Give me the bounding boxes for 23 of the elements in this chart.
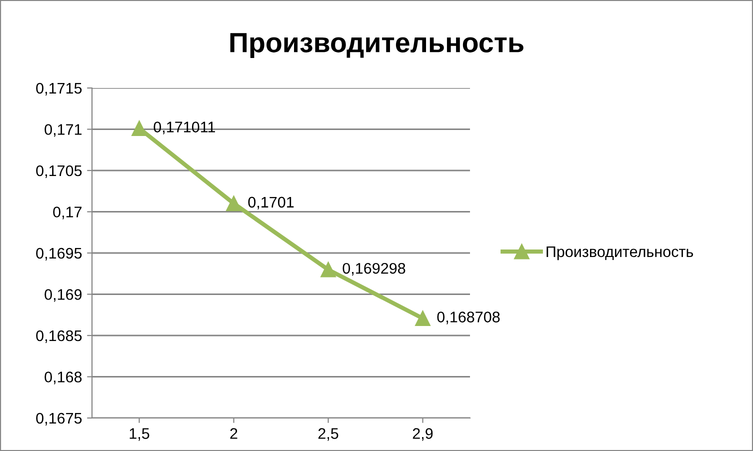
x-tick-label: 1,5 <box>130 428 150 441</box>
data-label: 0,171011 <box>154 122 215 134</box>
point <box>226 196 242 212</box>
data-label: 0,169298 <box>342 262 406 276</box>
y-tick-label: 0,1695 <box>36 248 82 260</box>
x-tick-label: 2,5 <box>318 428 338 441</box>
y-tick-label: 0,1675 <box>36 412 82 426</box>
point <box>132 120 147 136</box>
x-tick-label: 2,9 <box>412 428 433 441</box>
y-tick-label: 0,1705 <box>36 165 82 178</box>
y-tick-label: 0,1715 <box>36 82 82 96</box>
x-tick-label: 2 <box>230 428 238 439</box>
data-label: 0,168708 <box>437 312 500 324</box>
y-tick-label: 0,17 <box>53 206 82 220</box>
legend-label: Производительность <box>546 246 694 260</box>
chart-title: Производительность <box>230 33 524 58</box>
y-tick-label: 0,169 <box>44 289 82 302</box>
point <box>415 310 430 326</box>
data-label: 0,1701 <box>248 196 294 210</box>
y-tick-label: 0,171 <box>44 124 82 137</box>
y-tick-label: 0,1685 <box>36 330 82 343</box>
y-tick-label: 0,168 <box>44 372 82 384</box>
point <box>320 262 336 278</box>
